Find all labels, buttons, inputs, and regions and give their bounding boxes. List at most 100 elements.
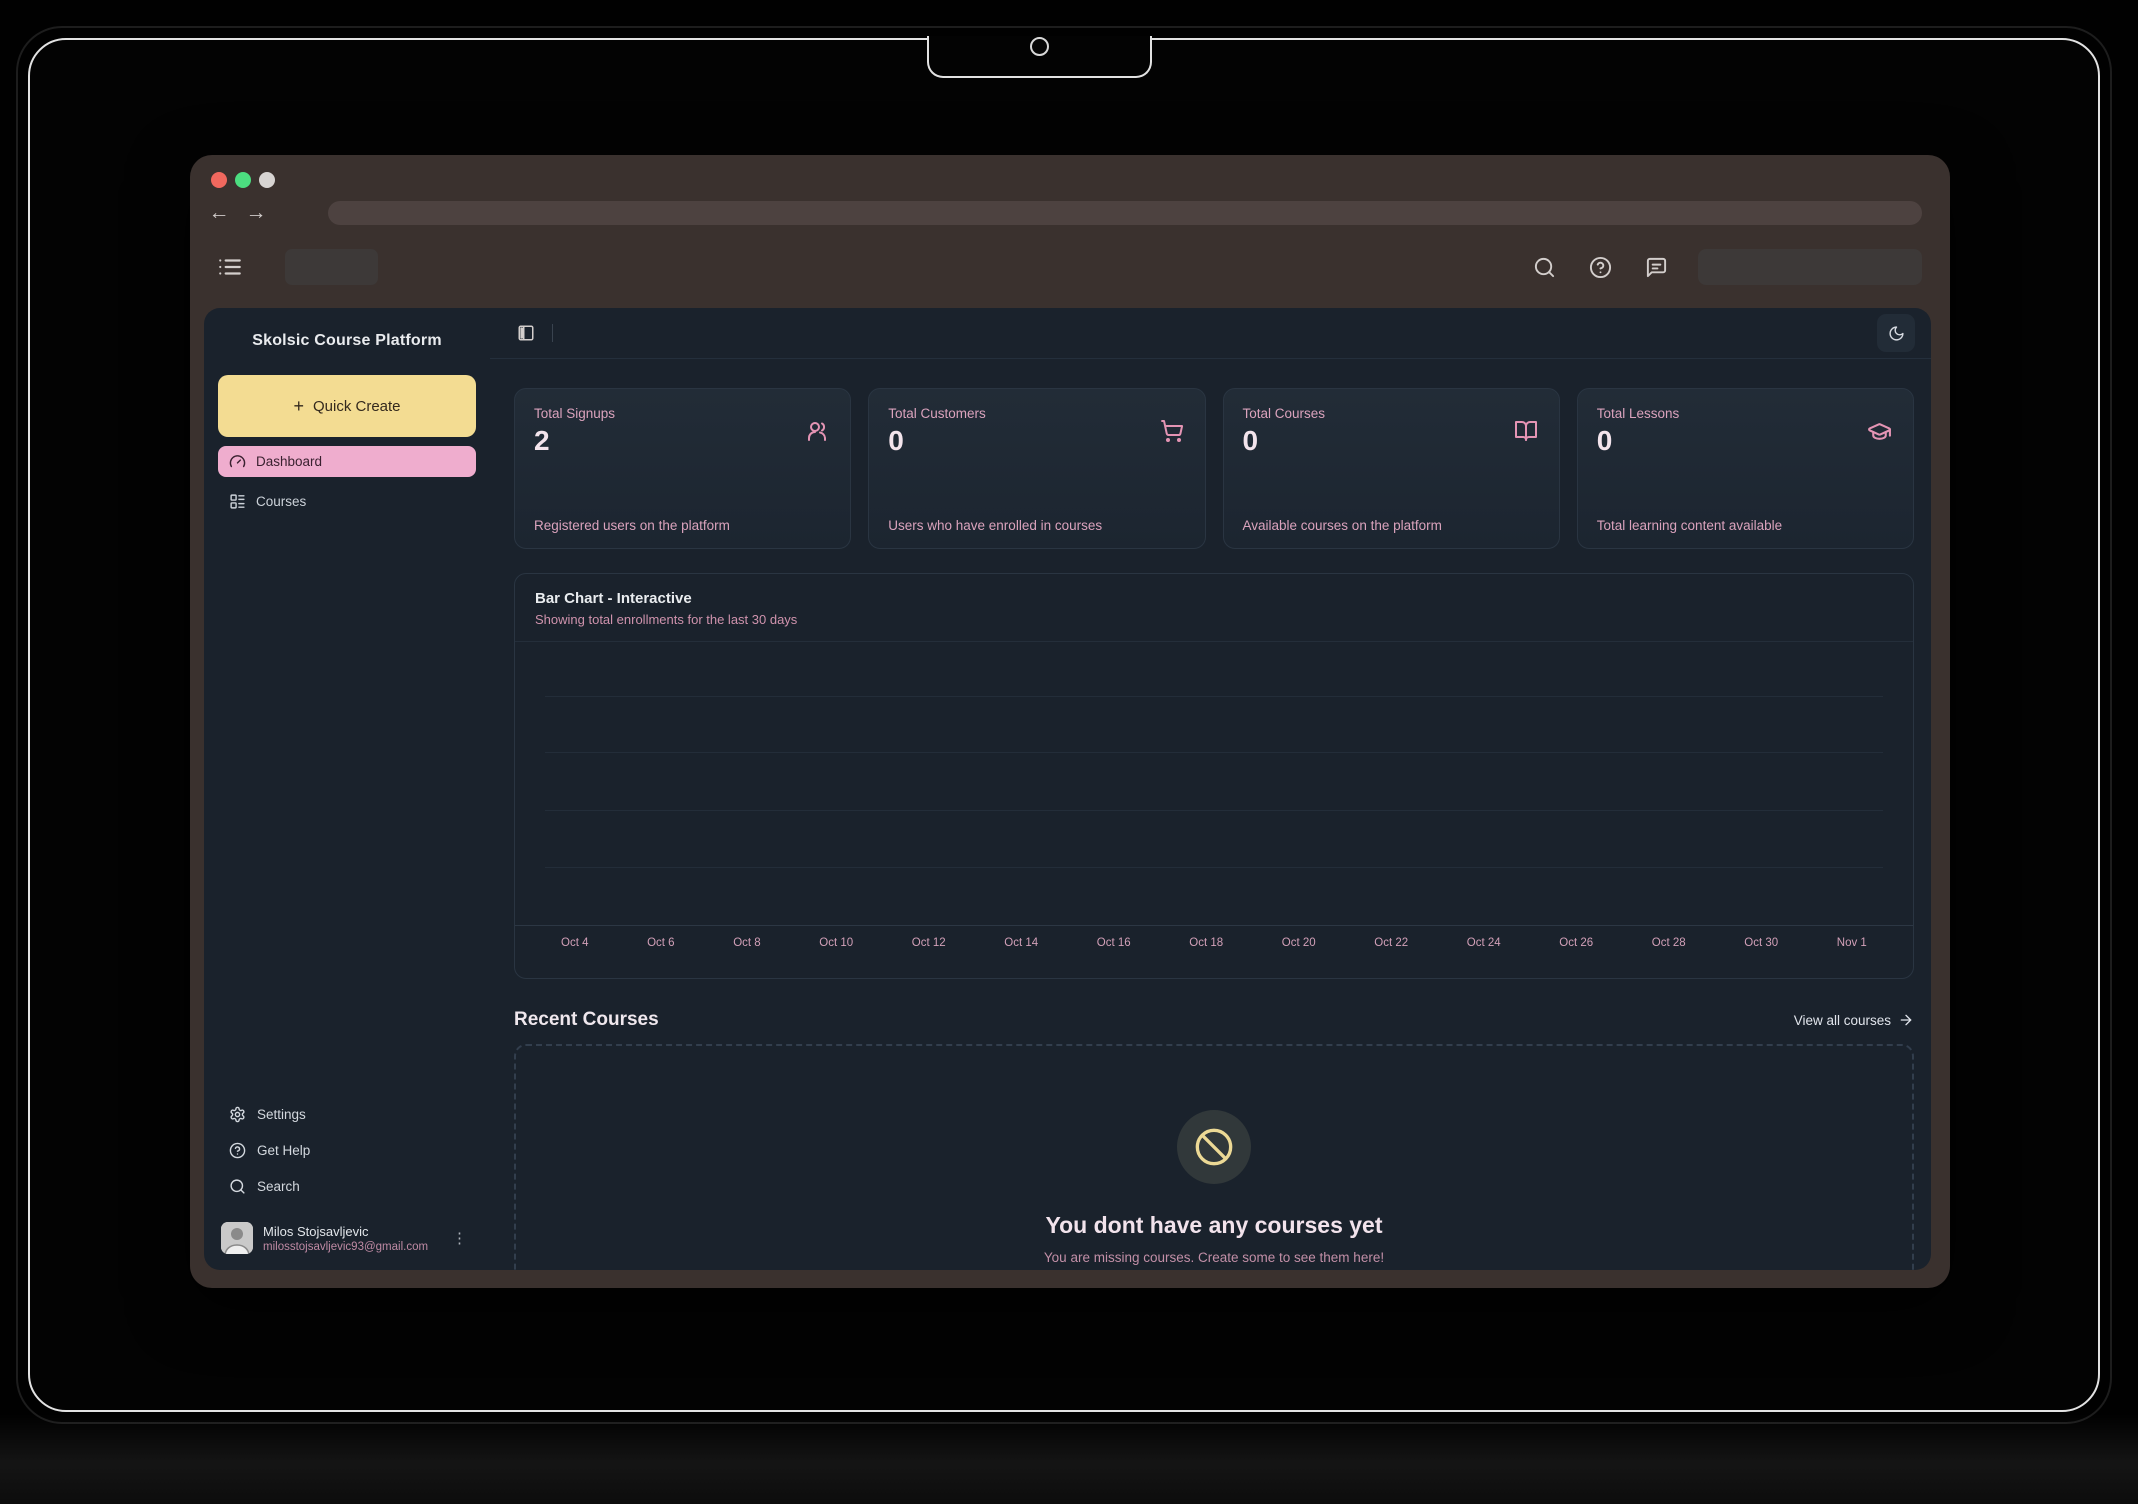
stat-label: Total Lessons — [1596, 406, 1680, 421]
x-axis-labels: Oct 4 Oct 6 Oct 8 Oct 10 Oct 12 Oct 14 O… — [515, 926, 1913, 978]
list-menu-icon[interactable] — [217, 254, 243, 280]
book-open-icon — [1514, 419, 1538, 443]
close-window-button[interactable] — [211, 172, 227, 188]
stat-description: Available courses on the platform — [1242, 518, 1442, 533]
stat-description: Users who have enrolled in courses — [888, 518, 1103, 533]
app-title: Skolsic Course Platform — [252, 332, 442, 349]
dashboard-body: Total Signups 2 Registered users on the … — [490, 359, 1931, 1270]
front-camera-icon — [1030, 37, 1049, 56]
feedback-chat-icon[interactable] — [1645, 256, 1668, 279]
stat-cards: Total Signups 2 Registered users on the … — [514, 388, 1914, 549]
x-tick: Oct 14 — [1004, 937, 1039, 949]
stat-description: Total learning content available — [1596, 518, 1783, 533]
shopping-cart-icon — [1160, 419, 1184, 443]
x-tick: Oct 16 — [1096, 937, 1131, 949]
plus-icon: + — [293, 396, 304, 416]
sidebar-toggle-icon[interactable] — [517, 324, 535, 342]
stat-card-total-customers: Total Customers 0 Users who have enrolle… — [868, 388, 1206, 549]
x-tick: Oct 24 — [1466, 937, 1501, 949]
browser-toolbar — [190, 239, 1950, 295]
recent-courses-title: Recent Courses — [514, 1009, 659, 1030]
browser-window: ← → — [190, 155, 1950, 1288]
sidebar-item-label: Get Help — [257, 1142, 311, 1158]
x-tick: Oct 18 — [1189, 937, 1224, 949]
x-tick: Oct 4 — [561, 937, 589, 949]
x-tick: Oct 8 — [733, 937, 761, 949]
stat-label: Total Customers — [888, 406, 986, 421]
address-bar[interactable] — [328, 201, 1922, 225]
search-icon[interactable] — [1533, 256, 1556, 279]
x-tick: Oct 22 — [1374, 937, 1409, 949]
user-email: milosstojsavljevic93@gmail.com — [263, 1240, 429, 1253]
sidebar-item-dashboard[interactable]: Dashboard — [218, 446, 476, 477]
view-all-courses-link[interactable]: View all courses — [1794, 1012, 1914, 1028]
bar-chart-plot-area — [515, 642, 1913, 926]
empty-state-subtitle: You are missing courses. Create some to … — [1043, 1250, 1385, 1265]
stat-description: Registered users on the platform — [534, 518, 730, 533]
x-tick: Oct 30 — [1744, 937, 1779, 949]
back-button[interactable]: ← — [208, 201, 230, 224]
sidebar-item-get-help[interactable]: Get Help — [218, 1132, 476, 1168]
bottom-shadow — [0, 1414, 2138, 1504]
stat-value: 0 — [888, 425, 904, 456]
minimize-window-button[interactable] — [235, 172, 251, 188]
graduation-cap-icon — [1867, 419, 1892, 444]
browser-nav-row: ← → — [190, 200, 1950, 226]
user-menu-kebab-icon[interactable]: ⋮ — [452, 1229, 467, 1247]
x-tick: Oct 26 — [1559, 937, 1594, 949]
user-profile[interactable]: Milos Stojsavljevic milosstojsavljevic93… — [218, 1222, 476, 1254]
sidebar-item-label: Search — [257, 1178, 300, 1194]
stat-label: Total Signups — [534, 406, 616, 421]
x-tick: Oct 20 — [1281, 937, 1316, 949]
toolbar-placeholder-profile[interactable] — [1698, 249, 1922, 285]
quick-create-label: Quick Create — [312, 397, 401, 415]
empty-state-title: You dont have any courses yet — [1045, 1212, 1383, 1238]
sidebar-item-label: Settings — [257, 1106, 306, 1122]
enrollments-chart-card: Bar Chart - Interactive Showing total en… — [514, 573, 1914, 979]
stat-card-total-signups: Total Signups 2 Registered users on the … — [514, 388, 852, 549]
layout-list-icon — [229, 493, 246, 510]
moon-icon — [1888, 325, 1904, 341]
sidebar-item-label: Courses — [256, 494, 307, 509]
tablet-camera-notch — [927, 36, 1152, 78]
forward-button[interactable]: → — [245, 201, 267, 224]
quick-create-button[interactable]: + Quick Create — [218, 375, 476, 437]
x-tick: Oct 28 — [1651, 937, 1686, 949]
stat-card-total-lessons: Total Lessons 0 Total learning content a… — [1576, 388, 1914, 549]
sidebar-item-settings[interactable]: Settings — [218, 1096, 476, 1132]
content-header — [490, 308, 1931, 359]
main-panel: Total Signups 2 Registered users on the … — [490, 308, 1931, 1270]
x-tick: Oct 6 — [647, 937, 675, 949]
recent-courses-header: Recent Courses View all courses — [514, 1009, 1914, 1031]
search-icon — [229, 1178, 246, 1195]
x-tick: Oct 12 — [911, 937, 946, 949]
help-icon[interactable] — [1589, 256, 1612, 279]
stat-value: 2 — [534, 425, 550, 456]
stat-value: 0 — [1242, 425, 1259, 456]
sidebar: Skolsic Course Platform + Quick Create D… — [204, 308, 490, 1270]
gear-icon — [229, 1106, 246, 1123]
dark-mode-toggle[interactable] — [1877, 314, 1915, 352]
courses-empty-state: You dont have any courses yet You are mi… — [514, 1044, 1914, 1270]
help-circle-icon — [229, 1142, 246, 1159]
maximize-window-button[interactable] — [259, 172, 275, 188]
x-tick: Nov 1 — [1836, 937, 1867, 949]
stat-card-total-courses: Total Courses 0 Available courses on the… — [1222, 388, 1560, 549]
arrow-right-icon — [1900, 1014, 1912, 1026]
users-icon — [805, 419, 829, 443]
avatar — [221, 1222, 253, 1254]
sidebar-item-courses[interactable]: Courses — [218, 486, 476, 517]
sidebar-item-label: Dashboard — [256, 454, 323, 469]
header-divider — [552, 324, 553, 342]
window-controls — [190, 155, 1950, 188]
x-tick: Oct 10 — [819, 937, 854, 949]
sidebar-item-search[interactable]: Search — [218, 1168, 476, 1204]
app-shell: Skolsic Course Platform + Quick Create D… — [204, 308, 1931, 1270]
chart-subtitle: Showing total enrollments for the last 3… — [535, 612, 798, 627]
ban-icon — [1177, 1110, 1251, 1184]
user-name: Milos Stojsavljevic — [263, 1223, 369, 1239]
stat-value: 0 — [1596, 425, 1613, 456]
chart-title: Bar Chart - Interactive — [535, 590, 692, 607]
toolbar-placeholder-tab[interactable] — [285, 249, 378, 285]
